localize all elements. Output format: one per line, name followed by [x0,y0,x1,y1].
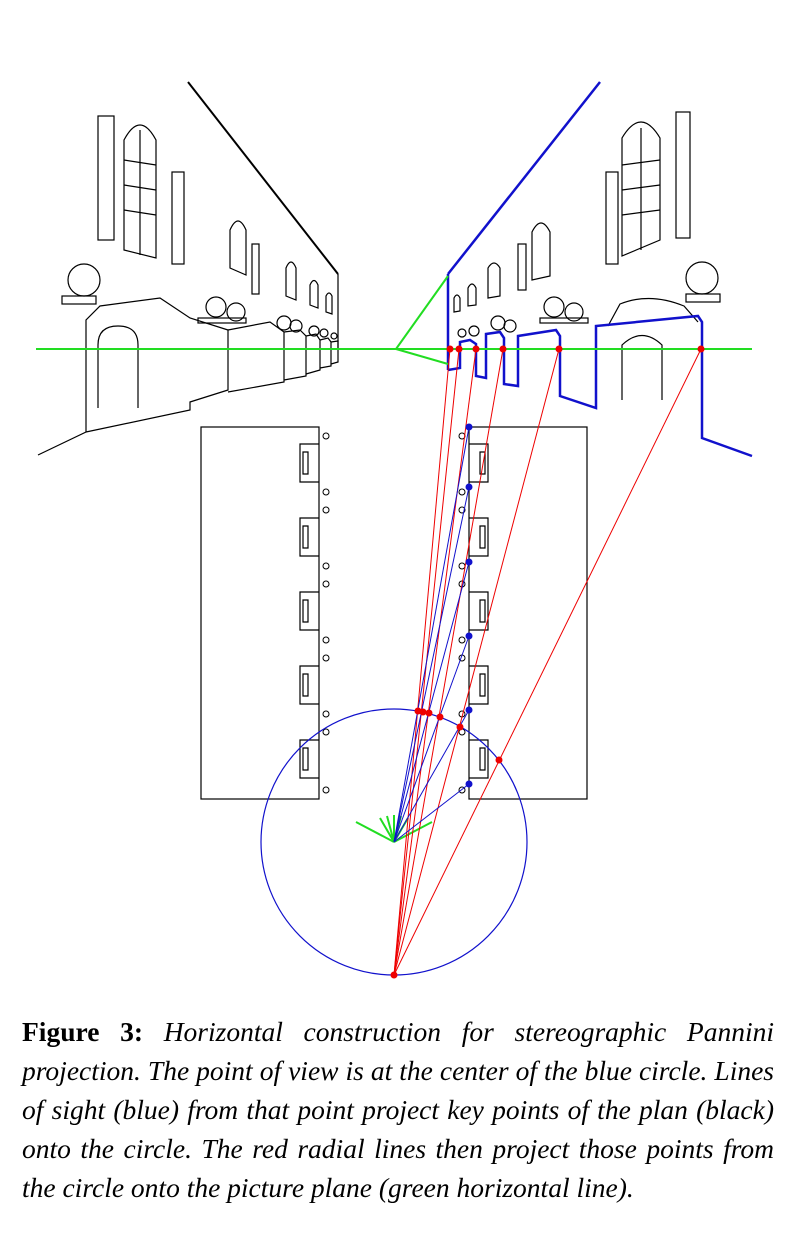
construction-diagram [36,81,753,979]
left-perspective-sketch [37,81,339,456]
figure-caption: Figure 3: Horizontal construction for st… [22,1012,774,1207]
plan-points [465,423,473,788]
picture-plane [36,275,752,365]
viewpoint-fan [355,815,433,843]
right-perspective-outline [446,81,753,458]
radial-lines [393,348,702,976]
figure-caption-text: Horizontal construction for stereographi… [22,1016,775,1203]
right-perspective-sketch [453,111,721,400]
circle-points [390,707,503,979]
plan [200,426,588,800]
figure-label: Figure 3: [22,1016,143,1047]
picture-plane-points [446,345,705,353]
sight-lines [393,426,470,843]
